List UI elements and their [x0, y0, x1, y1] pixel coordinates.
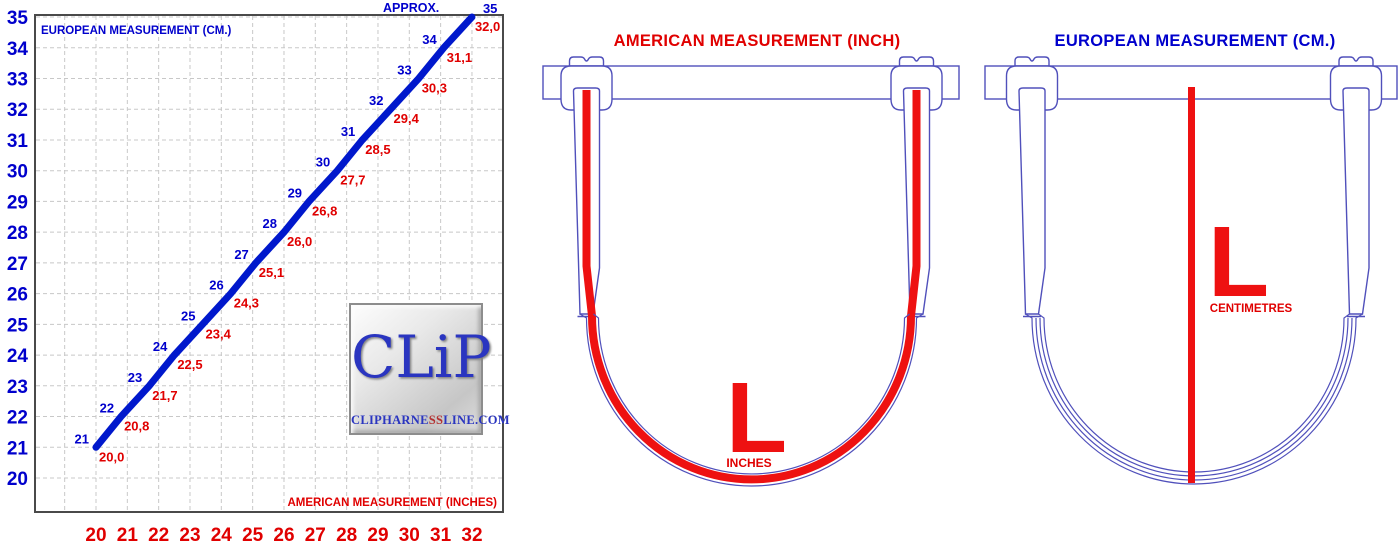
inches-unit-label: INCHES [726, 456, 771, 470]
point-label-inch: 20,8 [124, 419, 149, 434]
point-label-cm: 23 [128, 370, 142, 385]
rope-line-1 [1025, 313, 1363, 485]
y-tick-label: 34 [7, 39, 29, 60]
length-symbol-inches: L [726, 362, 787, 474]
point-label-inch: 30,3 [422, 81, 447, 96]
y-tick-label: 33 [7, 70, 28, 91]
point-label-cm: 27 [234, 247, 248, 262]
x-tick-label: 32 [461, 525, 482, 546]
conversion-line [92, 13, 476, 451]
x-axis-title: AMERICAN MEASUREMENT (INCHES) [287, 497, 497, 509]
point-label-inch: 22,5 [177, 357, 202, 372]
point-label-inch: 28,5 [365, 142, 390, 157]
left-strap [1018, 87, 1046, 318]
centimetres-unit-label: CENTIMETRES [1210, 303, 1293, 315]
clip-logo: CLiP CLIPHARNESSLINE.COM [349, 303, 510, 435]
right-strap [1342, 87, 1370, 318]
point-label-cm: 26 [209, 278, 223, 293]
y-tick-label: 24 [7, 346, 29, 367]
x-tick-label: 24 [211, 525, 233, 546]
conversion-chart: 21 20,0 22 20,8 23 21,7 24 22,5 25 23,4 26 24,3 27 25… [7, 1, 504, 546]
y-tick-label: 21 [7, 438, 29, 459]
x-tick-label: 21 [117, 525, 139, 546]
rope-inner-line [593, 313, 910, 475]
x-tick-label: 20 [85, 525, 106, 546]
diagram-american: AMERICAN MEASUREMENT (INCH) L INCHES [542, 32, 960, 487]
x-tick-label: 27 [305, 525, 326, 546]
diagram-american-title: AMERICAN MEASUREMENT (INCH) [614, 32, 901, 50]
y-tick-label: 23 [7, 377, 28, 398]
conversion-chart-text: EUROPEAN MEASUREMENT (CM.) APPROX. AMERI… [41, 1, 497, 509]
y-tick-label: 28 [7, 223, 28, 244]
y-tick-label: 22 [7, 408, 28, 429]
length-symbol-centimetres: L [1208, 206, 1269, 318]
x-tick-label: 30 [399, 525, 420, 546]
point-label-cm: 30 [316, 155, 330, 170]
approx-label: APPROX. [383, 1, 439, 15]
point-label-cm: 22 [100, 401, 114, 416]
clip-logo-wordmark: CLiP [351, 323, 492, 391]
point-label-cm: 21 [75, 431, 89, 446]
x-tick-label: 22 [148, 525, 169, 546]
point-label-inch: 29,4 [394, 111, 420, 126]
rope-outer-line [579, 313, 924, 487]
measurement-path-inches [582, 90, 921, 484]
point-label-cm: 32 [369, 93, 383, 108]
y-tick-label: 20 [7, 469, 28, 490]
y-tick-label: 30 [7, 162, 28, 183]
y-tick-label: 26 [7, 285, 28, 306]
x-tick-label: 28 [336, 525, 357, 546]
point-label-inch: 25,1 [259, 265, 284, 280]
point-label-inch: 31,1 [447, 50, 472, 65]
point-label-inch: 26,0 [287, 234, 312, 249]
x-tick-label: 31 [430, 525, 452, 546]
y-tick-label: 35 [7, 8, 29, 29]
point-label-inch: 21,7 [152, 388, 177, 403]
site-text-ss: SS [428, 413, 444, 427]
point-label-cm: 24 [153, 339, 168, 354]
x-tick-label: 26 [273, 525, 294, 546]
point-label-inch: 24,3 [234, 296, 259, 311]
diagram-european-title: EUROPEAN MEASUREMENT (CM.) [1055, 32, 1336, 50]
y-tick-label: 25 [7, 315, 29, 336]
point-label-inch: 27,7 [340, 173, 365, 188]
y-tick-label: 32 [7, 100, 28, 121]
point-label-cm: 33 [397, 63, 411, 78]
x-tick-label: 23 [179, 525, 200, 546]
x-tick-label: 29 [367, 525, 388, 546]
point-label-cm: 35 [483, 1, 497, 16]
site-text-pre: CLIPHARNE [351, 413, 429, 427]
chart-title: EUROPEAN MEASUREMENT (CM.) [41, 25, 232, 37]
diagram-european: EUROPEAN MEASUREMENT (CM.) L CENTIMETRES [984, 32, 1398, 485]
clip-logo-site-text: CLIPHARNESSLINE.COM [351, 413, 510, 428]
point-label-cm: 25 [181, 308, 195, 323]
y-tick-label: 29 [7, 192, 28, 213]
point-label-cm: 29 [288, 185, 302, 200]
point-label-cm: 31 [341, 124, 355, 139]
point-label-inch: 20,0 [99, 449, 124, 464]
point-label-inch: 26,8 [312, 203, 337, 218]
point-label-inch: 23,4 [206, 326, 232, 341]
point-label-cm: 28 [263, 216, 277, 231]
point-label-inch: 32,0 [475, 19, 500, 34]
y-tick-label: 27 [7, 254, 28, 275]
site-text-post: LINE.COM [443, 413, 510, 427]
y-tick-label: 31 [7, 131, 29, 152]
point-label-cm: 34 [422, 32, 437, 47]
x-tick-label: 25 [242, 525, 264, 546]
